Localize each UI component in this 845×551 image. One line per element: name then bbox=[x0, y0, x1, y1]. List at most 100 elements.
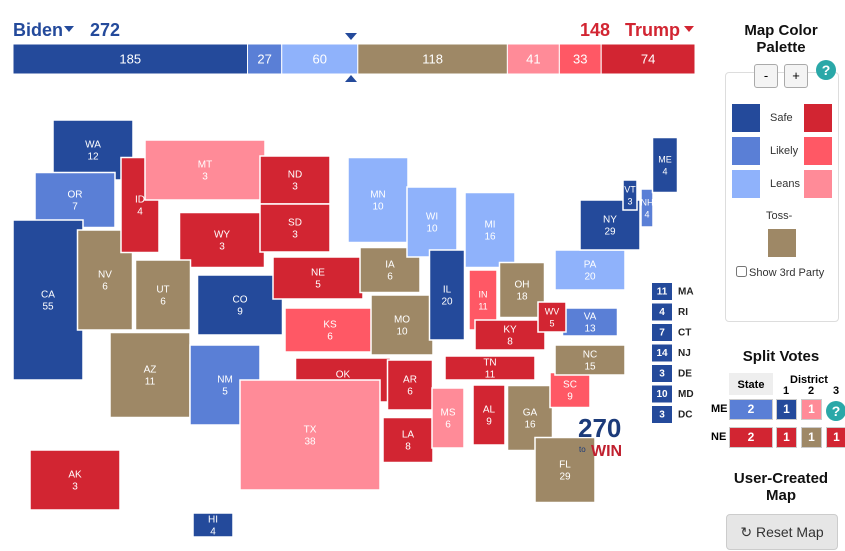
state[interactable] bbox=[534, 436, 596, 504]
state-abbr: OH bbox=[515, 280, 530, 291]
minus-button[interactable]: - bbox=[754, 64, 778, 88]
state-ev: 16 bbox=[524, 420, 536, 431]
state[interactable] bbox=[52, 119, 134, 181]
split-title: Split Votes bbox=[742, 348, 820, 365]
bar-label: 27 bbox=[257, 51, 271, 66]
rep-swatch[interactable] bbox=[804, 137, 832, 165]
dem-swatch[interactable] bbox=[732, 137, 760, 165]
dem-swatch[interactable] bbox=[732, 170, 760, 198]
state[interactable] bbox=[196, 274, 284, 336]
logo-to: to bbox=[579, 445, 586, 454]
rep-total: 148 bbox=[580, 20, 611, 40]
split-cell[interactable]: 1 bbox=[776, 427, 797, 448]
dropdown-caret bbox=[64, 26, 74, 32]
dem-name[interactable]: Biden bbox=[13, 20, 64, 40]
state[interactable] bbox=[554, 344, 626, 376]
palette-title: Map Color Palette bbox=[744, 22, 818, 56]
state-abbr: LA bbox=[402, 430, 415, 441]
split-state: NE bbox=[711, 431, 727, 443]
state[interactable] bbox=[34, 171, 116, 229]
state-abbr: FL bbox=[559, 460, 571, 471]
state[interactable] bbox=[498, 261, 546, 319]
split-cell[interactable]: 2 bbox=[729, 399, 773, 420]
state-ev: 11 bbox=[485, 370, 496, 381]
state-abbr: IL bbox=[443, 285, 452, 296]
split-cell[interactable]: 1 bbox=[801, 399, 822, 420]
third-party[interactable]: Show 3rd Party bbox=[736, 266, 824, 279]
state-abbr: ME bbox=[658, 154, 672, 164]
state[interactable] bbox=[134, 259, 192, 331]
state[interactable] bbox=[622, 179, 638, 211]
reset-button[interactable]: ↻ Reset Map bbox=[726, 514, 838, 550]
state-ev: 6 bbox=[387, 272, 393, 283]
state-ev: 6 bbox=[102, 282, 108, 293]
state-ev: 12 bbox=[87, 152, 99, 163]
state-ev: 6 bbox=[445, 420, 451, 431]
third-party-label: Show 3rd Party bbox=[749, 267, 825, 279]
help-button[interactable]: ? bbox=[816, 60, 836, 80]
state-ev: 20 bbox=[584, 272, 596, 283]
bar-label: 185 bbox=[119, 51, 141, 66]
state-abbr: IA bbox=[385, 260, 395, 271]
state[interactable] bbox=[192, 512, 234, 538]
split-cell[interactable]: 1 bbox=[801, 427, 822, 448]
rep-swatch[interactable] bbox=[804, 170, 832, 198]
state[interactable] bbox=[444, 355, 536, 381]
tossup-swatch[interactable] bbox=[768, 229, 796, 257]
state[interactable] bbox=[640, 188, 654, 228]
state-abbr: NM bbox=[217, 375, 233, 386]
small-state-ev: 4 bbox=[659, 307, 665, 318]
state[interactable] bbox=[272, 256, 364, 300]
state-abbr: NV bbox=[98, 270, 112, 281]
state[interactable] bbox=[12, 219, 84, 381]
state[interactable] bbox=[144, 139, 266, 201]
state[interactable] bbox=[549, 371, 591, 409]
small-state-box bbox=[652, 344, 672, 362]
small-state-abbr: NJ bbox=[678, 348, 691, 359]
split-cell[interactable]: 1 bbox=[776, 399, 797, 420]
state[interactable] bbox=[29, 449, 121, 511]
small-state-abbr: RI bbox=[678, 307, 688, 318]
state-ev: 15 bbox=[584, 362, 596, 373]
rep-name[interactable]: Trump bbox=[625, 20, 681, 40]
state[interactable] bbox=[464, 191, 516, 269]
state[interactable] bbox=[537, 301, 567, 333]
dem-total: 272 bbox=[90, 20, 121, 40]
state[interactable] bbox=[370, 294, 434, 356]
state[interactable] bbox=[239, 379, 381, 491]
bar-label: 33 bbox=[573, 51, 587, 66]
state-abbr: ND bbox=[288, 170, 302, 181]
state[interactable] bbox=[284, 307, 376, 353]
state[interactable] bbox=[474, 319, 546, 351]
state[interactable] bbox=[554, 249, 626, 291]
split-cell[interactable]: 1 bbox=[826, 427, 845, 448]
state-ev: 16 bbox=[484, 232, 496, 243]
state[interactable] bbox=[347, 156, 409, 244]
state[interactable] bbox=[472, 384, 506, 446]
state[interactable] bbox=[431, 387, 465, 449]
state[interactable] bbox=[259, 203, 331, 253]
state[interactable] bbox=[386, 359, 434, 411]
help-button[interactable]: ? bbox=[826, 401, 845, 421]
rep-swatch[interactable] bbox=[804, 104, 832, 132]
state[interactable] bbox=[259, 155, 331, 205]
state-abbr: TN bbox=[483, 358, 496, 369]
palette-panel: - + ? Safe Likely Leans Toss- Show 3rd Par… bbox=[725, 60, 839, 322]
bar-label: 41 bbox=[526, 51, 540, 66]
rating-label: Leans bbox=[770, 178, 800, 190]
state[interactable] bbox=[561, 307, 619, 337]
state[interactable] bbox=[109, 331, 191, 419]
state[interactable] bbox=[428, 249, 466, 341]
checkbox[interactable] bbox=[736, 266, 747, 277]
state-ev: 38 bbox=[304, 437, 316, 448]
state-abbr: CA bbox=[41, 290, 55, 301]
state[interactable] bbox=[178, 211, 266, 269]
small-state-ev: 14 bbox=[656, 348, 668, 359]
logo-win: WIN bbox=[591, 443, 622, 460]
split-cell[interactable]: 2 bbox=[729, 427, 773, 448]
dem-swatch[interactable] bbox=[732, 104, 760, 132]
state[interactable] bbox=[651, 136, 679, 194]
state-ev: 11 bbox=[478, 301, 487, 311]
plus-button[interactable]: + bbox=[784, 64, 808, 88]
logo-number: 270 bbox=[578, 413, 621, 443]
